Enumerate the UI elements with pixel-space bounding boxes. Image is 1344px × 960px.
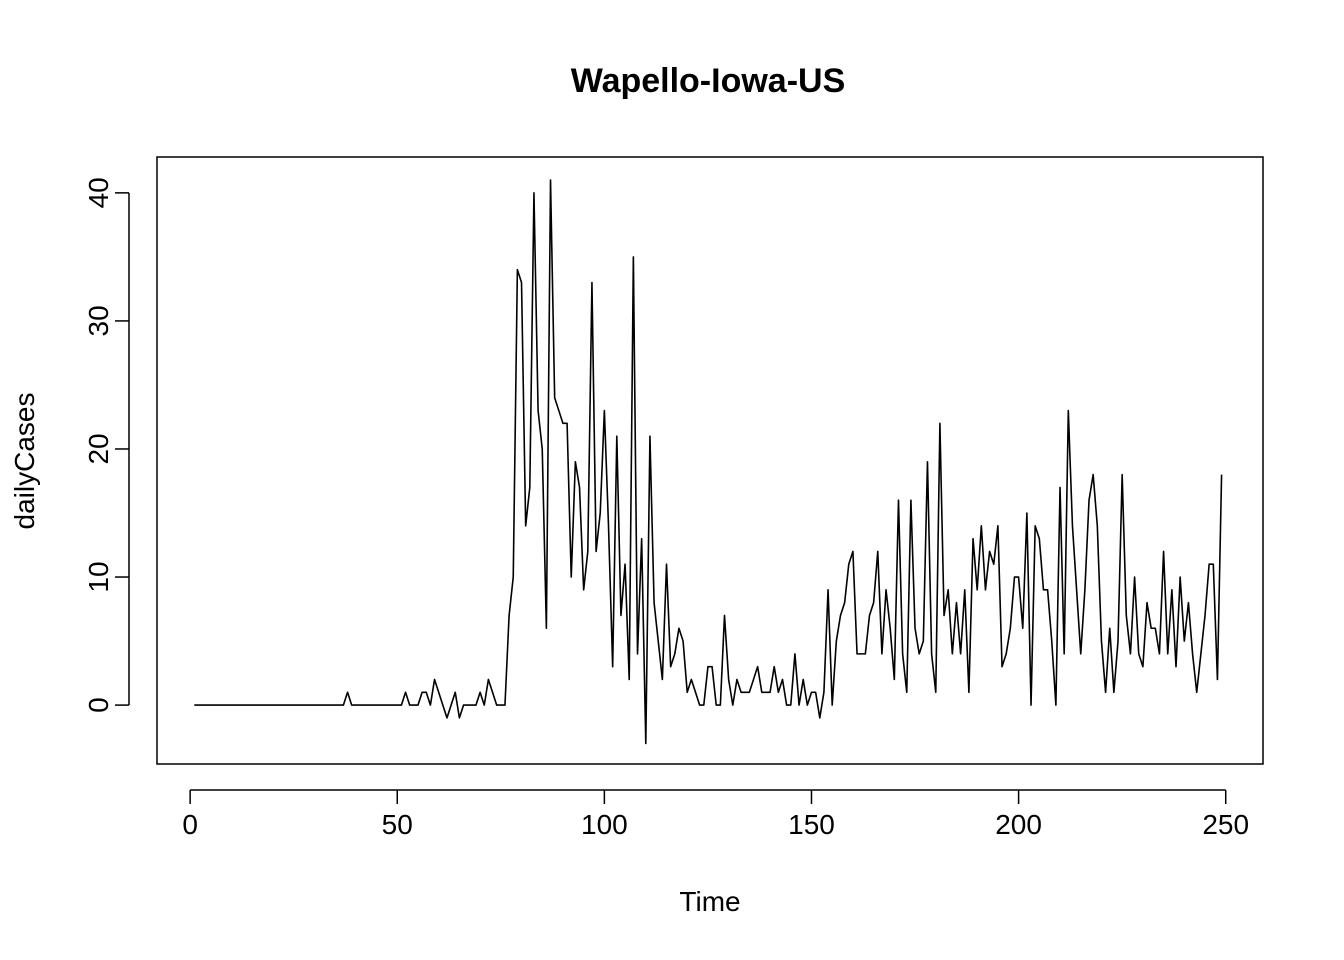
plot-frame bbox=[156, 156, 1264, 765]
x-tick-label: 50 bbox=[382, 809, 413, 840]
x-tick-label: 100 bbox=[581, 809, 628, 840]
y-tick-label: 40 bbox=[83, 177, 114, 208]
x-tick-label: 200 bbox=[995, 809, 1042, 840]
x-axis-label: Time bbox=[679, 886, 740, 917]
y-tick-label: 20 bbox=[83, 433, 114, 464]
chart-title: Wapello-Iowa-US bbox=[571, 62, 846, 100]
y-tick-label: 0 bbox=[83, 697, 114, 713]
y-tick-label: 10 bbox=[83, 561, 114, 592]
y-tick-label: 30 bbox=[83, 305, 114, 336]
x-tick-label: 250 bbox=[1202, 809, 1249, 840]
x-tick-label: 0 bbox=[182, 809, 198, 840]
y-axis-label: dailyCases bbox=[9, 393, 40, 530]
x-axis: 0 50 100 150 200 250 bbox=[182, 789, 1249, 840]
y-axis: 0 10 20 30 40 bbox=[83, 177, 130, 713]
x-tick-label: 150 bbox=[788, 809, 835, 840]
series-line bbox=[194, 179, 1223, 745]
